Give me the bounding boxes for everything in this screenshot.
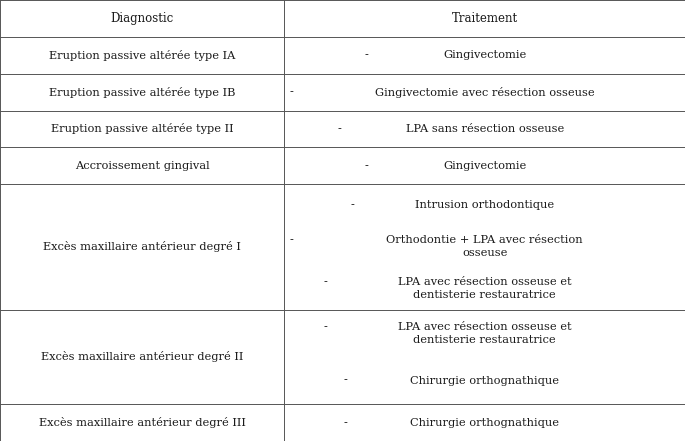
Text: -: - <box>344 418 348 428</box>
Text: -: - <box>364 161 369 171</box>
Text: Excès maxillaire antérieur degré I: Excès maxillaire antérieur degré I <box>43 241 241 252</box>
Text: Excès maxillaire antérieur degré II: Excès maxillaire antérieur degré II <box>41 351 243 363</box>
Text: Intrusion orthodontique: Intrusion orthodontique <box>415 200 554 210</box>
Text: Gingivectomie avec résection osseuse: Gingivectomie avec résection osseuse <box>375 86 595 97</box>
Text: Excès maxillaire antérieur degré III: Excès maxillaire antérieur degré III <box>38 417 246 428</box>
Text: Traitement: Traitement <box>451 12 518 25</box>
Text: dentisterie restauratrice: dentisterie restauratrice <box>413 335 556 344</box>
Text: -: - <box>323 277 327 287</box>
Text: -: - <box>289 87 293 97</box>
Text: Accroissement gingival: Accroissement gingival <box>75 161 210 171</box>
Text: Eruption passive altérée type II: Eruption passive altérée type II <box>51 123 234 135</box>
Text: Diagnostic: Diagnostic <box>110 12 174 25</box>
Text: LPA avec résection osseuse et: LPA avec résection osseuse et <box>398 277 571 287</box>
Text: Eruption passive altérée type IA: Eruption passive altérée type IA <box>49 50 236 61</box>
Text: LPA sans résection osseuse: LPA sans résection osseuse <box>406 124 564 134</box>
Text: Gingivectomie: Gingivectomie <box>443 161 526 171</box>
Text: Chirurgie orthognathique: Chirurgie orthognathique <box>410 418 559 428</box>
Text: Gingivectomie: Gingivectomie <box>443 50 526 60</box>
Text: LPA avec résection osseuse et: LPA avec résection osseuse et <box>398 322 571 332</box>
Text: Chirurgie orthognathique: Chirurgie orthognathique <box>410 375 559 385</box>
Text: -: - <box>323 322 327 332</box>
Text: Eruption passive altérée type IB: Eruption passive altérée type IB <box>49 86 236 97</box>
Text: dentisterie restauratrice: dentisterie restauratrice <box>413 290 556 300</box>
Text: -: - <box>364 50 369 60</box>
Text: -: - <box>289 235 293 246</box>
Text: osseuse: osseuse <box>462 248 508 258</box>
Text: -: - <box>351 200 355 210</box>
Text: -: - <box>344 375 348 385</box>
Text: -: - <box>337 124 341 134</box>
Text: Orthodontie + LPA avec résection: Orthodontie + LPA avec résection <box>386 235 583 246</box>
